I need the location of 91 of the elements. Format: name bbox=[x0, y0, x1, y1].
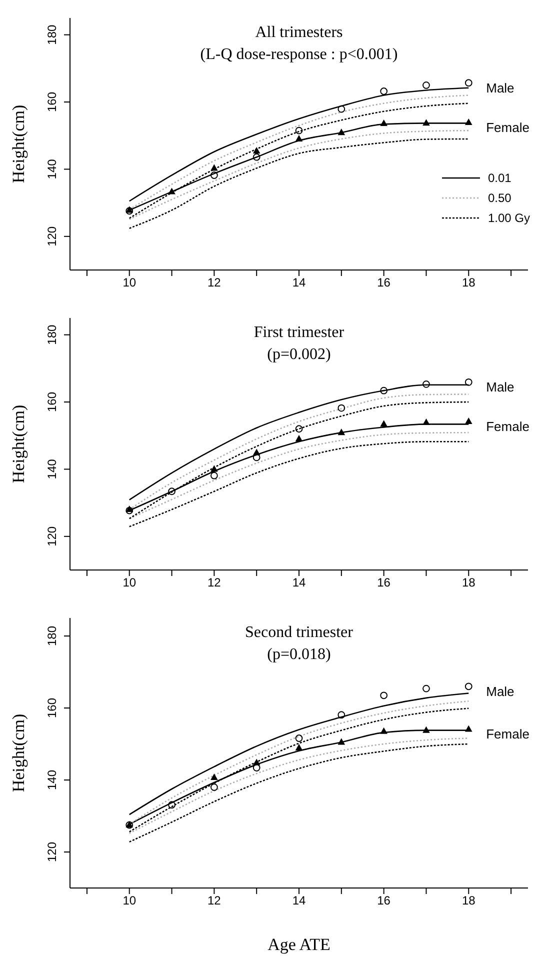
y-tick-label: 120 bbox=[45, 526, 59, 546]
x-tick-label: 14 bbox=[292, 576, 306, 590]
point bbox=[296, 135, 302, 142]
point bbox=[210, 466, 218, 472]
x-tick-label: 14 bbox=[292, 276, 306, 290]
text: (L-Q dose-response : p<0.001) bbox=[199, 45, 399, 65]
line-series bbox=[128, 130, 470, 220]
point bbox=[338, 738, 345, 745]
point bbox=[464, 79, 472, 87]
point bbox=[338, 711, 346, 719]
point bbox=[168, 188, 176, 194]
text: (p=0.002) bbox=[266, 345, 332, 365]
text: (p=0.018) bbox=[266, 645, 332, 665]
point bbox=[168, 488, 176, 496]
point bbox=[296, 744, 302, 750]
point bbox=[465, 726, 472, 732]
point bbox=[253, 148, 260, 154]
y-tick-label: 140 bbox=[45, 770, 59, 790]
series-label: Male bbox=[486, 380, 514, 395]
chart-title: Second trimester bbox=[244, 623, 354, 643]
point bbox=[465, 418, 472, 424]
x-tick-label: 18 bbox=[462, 276, 476, 290]
point bbox=[210, 774, 218, 780]
point bbox=[210, 472, 218, 480]
point bbox=[422, 418, 430, 425]
point bbox=[422, 726, 430, 733]
point bbox=[168, 801, 176, 809]
x-tick-label: 16 bbox=[377, 276, 391, 290]
point bbox=[210, 164, 218, 171]
x-tick-label: 14 bbox=[292, 894, 306, 908]
point bbox=[338, 429, 345, 436]
point bbox=[210, 784, 218, 791]
series-label: Male bbox=[486, 684, 514, 699]
point bbox=[295, 126, 303, 134]
point bbox=[380, 120, 388, 126]
y-tick-label: 160 bbox=[45, 698, 59, 718]
point bbox=[296, 435, 302, 442]
point bbox=[422, 380, 430, 388]
point bbox=[380, 728, 388, 734]
point bbox=[295, 734, 303, 742]
x-axis-title: Age ATE bbox=[268, 935, 330, 954]
y-axis-title: Height(cm) bbox=[9, 714, 28, 792]
point bbox=[380, 420, 388, 427]
line-series bbox=[128, 441, 470, 528]
series-label: Female bbox=[486, 726, 530, 742]
x-tick-label: 18 bbox=[462, 576, 476, 590]
y-axis-title: Height(cm) bbox=[9, 104, 28, 184]
point bbox=[465, 118, 472, 125]
point bbox=[422, 120, 430, 126]
legend-label: 0.50 bbox=[488, 191, 512, 205]
point bbox=[380, 88, 388, 95]
x-tick-label: 16 bbox=[377, 894, 391, 908]
x-tick-label: 18 bbox=[462, 894, 476, 908]
x-tick-label: 12 bbox=[208, 894, 222, 908]
x-tick-label: 12 bbox=[208, 276, 222, 290]
x-tick-label: 10 bbox=[122, 276, 136, 290]
x-tick-label: 10 bbox=[122, 894, 136, 908]
point bbox=[380, 692, 388, 700]
y-tick-label: 140 bbox=[45, 158, 59, 180]
point bbox=[422, 684, 430, 692]
point bbox=[252, 153, 260, 161]
y-tick-label: 180 bbox=[45, 324, 59, 345]
series-label: Female bbox=[486, 120, 530, 135]
y-axis-title: Height(cm) bbox=[9, 404, 28, 484]
y-tick-label: 120 bbox=[45, 226, 59, 246]
point bbox=[252, 764, 260, 772]
point bbox=[338, 105, 346, 113]
y-tick-label: 140 bbox=[45, 458, 59, 480]
point bbox=[210, 172, 218, 179]
chart-title: First trimester bbox=[252, 323, 346, 343]
point bbox=[380, 386, 388, 394]
line-series bbox=[128, 138, 470, 229]
point bbox=[422, 82, 430, 89]
x-tick-label: 12 bbox=[208, 576, 222, 590]
y-tick-label: 160 bbox=[45, 92, 59, 112]
series-label: Female bbox=[486, 418, 530, 434]
legend-label: 0.01 bbox=[488, 171, 512, 185]
point bbox=[338, 129, 345, 136]
x-tick-label: 16 bbox=[377, 576, 391, 590]
point bbox=[338, 404, 346, 412]
point bbox=[295, 425, 303, 433]
x-tick-label: 10 bbox=[122, 576, 136, 590]
point bbox=[464, 378, 472, 386]
series-label: Male bbox=[486, 80, 514, 96]
chart-title: All trimesters bbox=[254, 23, 344, 43]
y-tick-label: 180 bbox=[45, 24, 59, 45]
y-tick-label: 180 bbox=[45, 626, 59, 646]
point bbox=[464, 682, 472, 690]
legend-label: 1.00 Gy bbox=[488, 211, 530, 225]
y-tick-label: 120 bbox=[45, 842, 59, 862]
y-tick-label: 160 bbox=[45, 392, 59, 412]
